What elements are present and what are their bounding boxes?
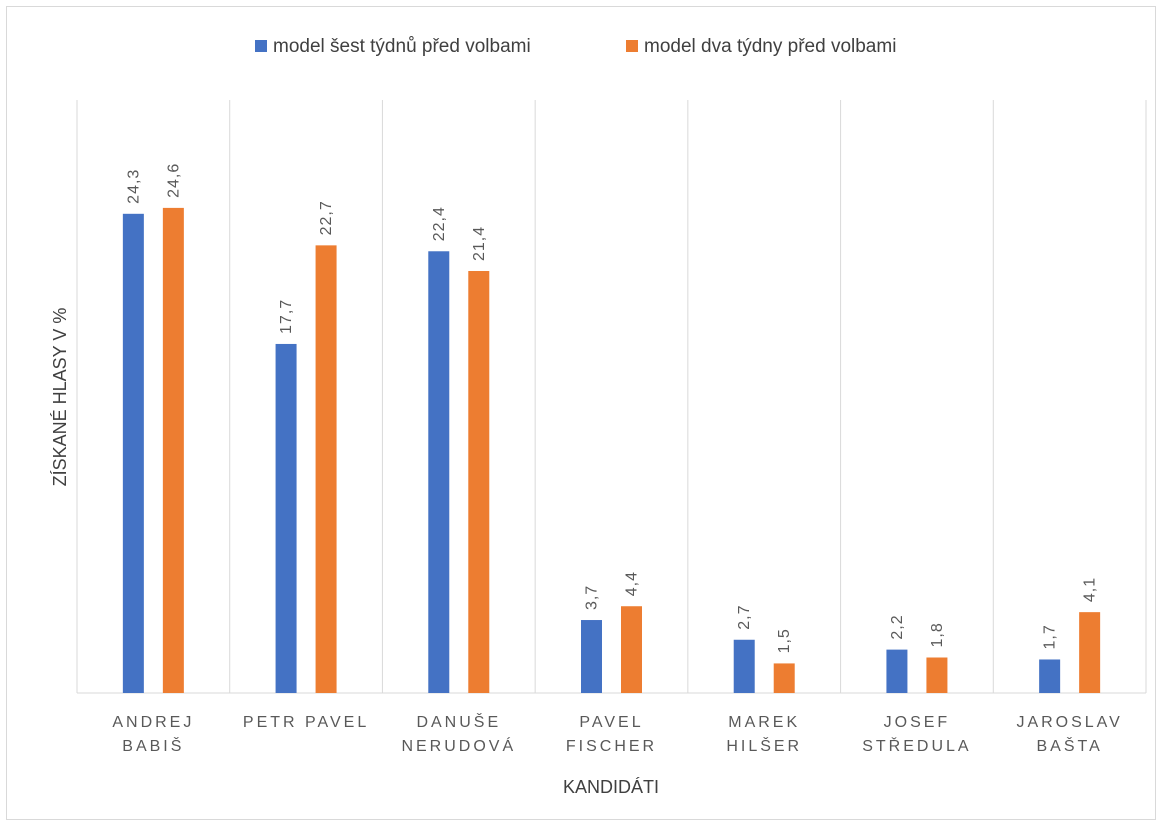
x-tick-labels: ANDREJ BABIŠ PETR PAVEL DANUŠE NERUDOVÁ PAVEL…	[112, 712, 1122, 755]
x-tick-label: MAREK HILŠER	[726, 714, 802, 755]
bar	[468, 270, 490, 693]
bar	[773, 663, 795, 693]
data-label: 22,4	[431, 206, 448, 241]
x-tick-label: PETR PAVEL	[243, 714, 369, 731]
legend-label: model dva týdny před volbami	[644, 36, 896, 57]
bar	[428, 251, 450, 693]
data-labels: 24,3 24,6 17,7 22,7 22,4 21,4 3,7 4,4 2,7 1,5 2,2 1…	[125, 163, 1098, 654]
x-tick-label: ANDREJ BABIŠ	[112, 714, 194, 755]
bar	[275, 343, 297, 693]
x-tick-label: JOSEF STŘEDULA	[862, 714, 971, 755]
data-label: 4,1	[1082, 577, 1099, 602]
bar	[581, 620, 602, 693]
data-label: 21,4	[471, 226, 488, 261]
legend-label: model šest týdnů před volbami	[273, 36, 531, 57]
legend-swatch	[626, 40, 638, 52]
data-label: 17,7	[278, 299, 295, 334]
x-tick-label: PAVEL FISCHER	[566, 714, 657, 755]
data-label: 2,2	[889, 614, 906, 639]
data-label: 24,3	[125, 169, 142, 204]
bar	[733, 639, 755, 693]
data-label: 24,6	[165, 163, 182, 198]
bar	[315, 245, 337, 693]
legend-swatch	[255, 40, 267, 52]
bar	[1079, 612, 1101, 693]
category-gridlines	[76, 100, 1147, 694]
x-axis-title: KANDIDÁTI	[563, 777, 659, 797]
data-label: 1,8	[929, 622, 946, 647]
bar	[886, 649, 908, 693]
bar	[162, 207, 184, 693]
data-label: 1,5	[776, 628, 793, 653]
x-tick-label: DANUŠE NERUDOVÁ	[401, 712, 516, 755]
data-label: 2,7	[736, 605, 753, 630]
y-axis-title: ZÍSKANÉ HLASY V %	[50, 308, 70, 487]
x-tick-label: JAROSLAV BAŠTA	[1016, 714, 1122, 755]
data-label: 4,4	[624, 571, 641, 596]
data-label: 1,7	[1042, 624, 1059, 649]
bar	[122, 213, 144, 693]
bar	[1039, 659, 1061, 693]
legend: model šest týdnů před volbami model dva t…	[255, 36, 896, 57]
bars	[122, 207, 1101, 693]
bar	[926, 657, 948, 693]
bar	[621, 606, 642, 693]
data-label: 22,7	[318, 200, 335, 235]
data-label: 3,7	[584, 585, 601, 610]
